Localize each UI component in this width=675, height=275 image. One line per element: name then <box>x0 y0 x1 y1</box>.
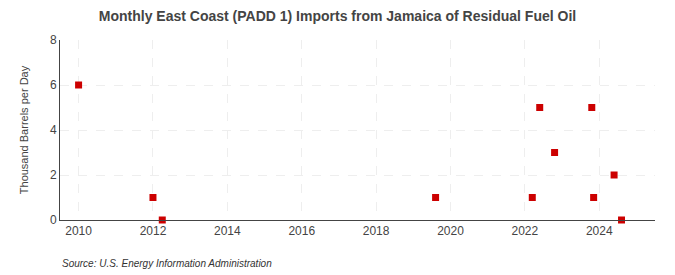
svg-text:Source: U.S. Energy Informatio: Source: U.S. Energy Information Administ… <box>62 258 272 269</box>
svg-text:2020: 2020 <box>437 224 464 238</box>
svg-text:2018: 2018 <box>363 224 390 238</box>
svg-text:2: 2 <box>50 168 57 182</box>
svg-text:8: 8 <box>50 33 57 47</box>
svg-text:2024: 2024 <box>586 224 613 238</box>
svg-text:2014: 2014 <box>214 224 241 238</box>
svg-text:Monthly East Coast (PADD 1) Im: Monthly East Coast (PADD 1) Imports from… <box>99 8 576 24</box>
svg-text:6: 6 <box>50 78 57 92</box>
svg-text:0: 0 <box>50 213 57 227</box>
svg-text:2016: 2016 <box>288 224 315 238</box>
svg-text:4: 4 <box>50 123 57 137</box>
svg-text:2022: 2022 <box>511 224 538 238</box>
svg-text:2010: 2010 <box>65 224 92 238</box>
svg-text:Thousand Barrels per Day: Thousand Barrels per Day <box>18 65 30 194</box>
svg-text:2012: 2012 <box>140 224 167 238</box>
